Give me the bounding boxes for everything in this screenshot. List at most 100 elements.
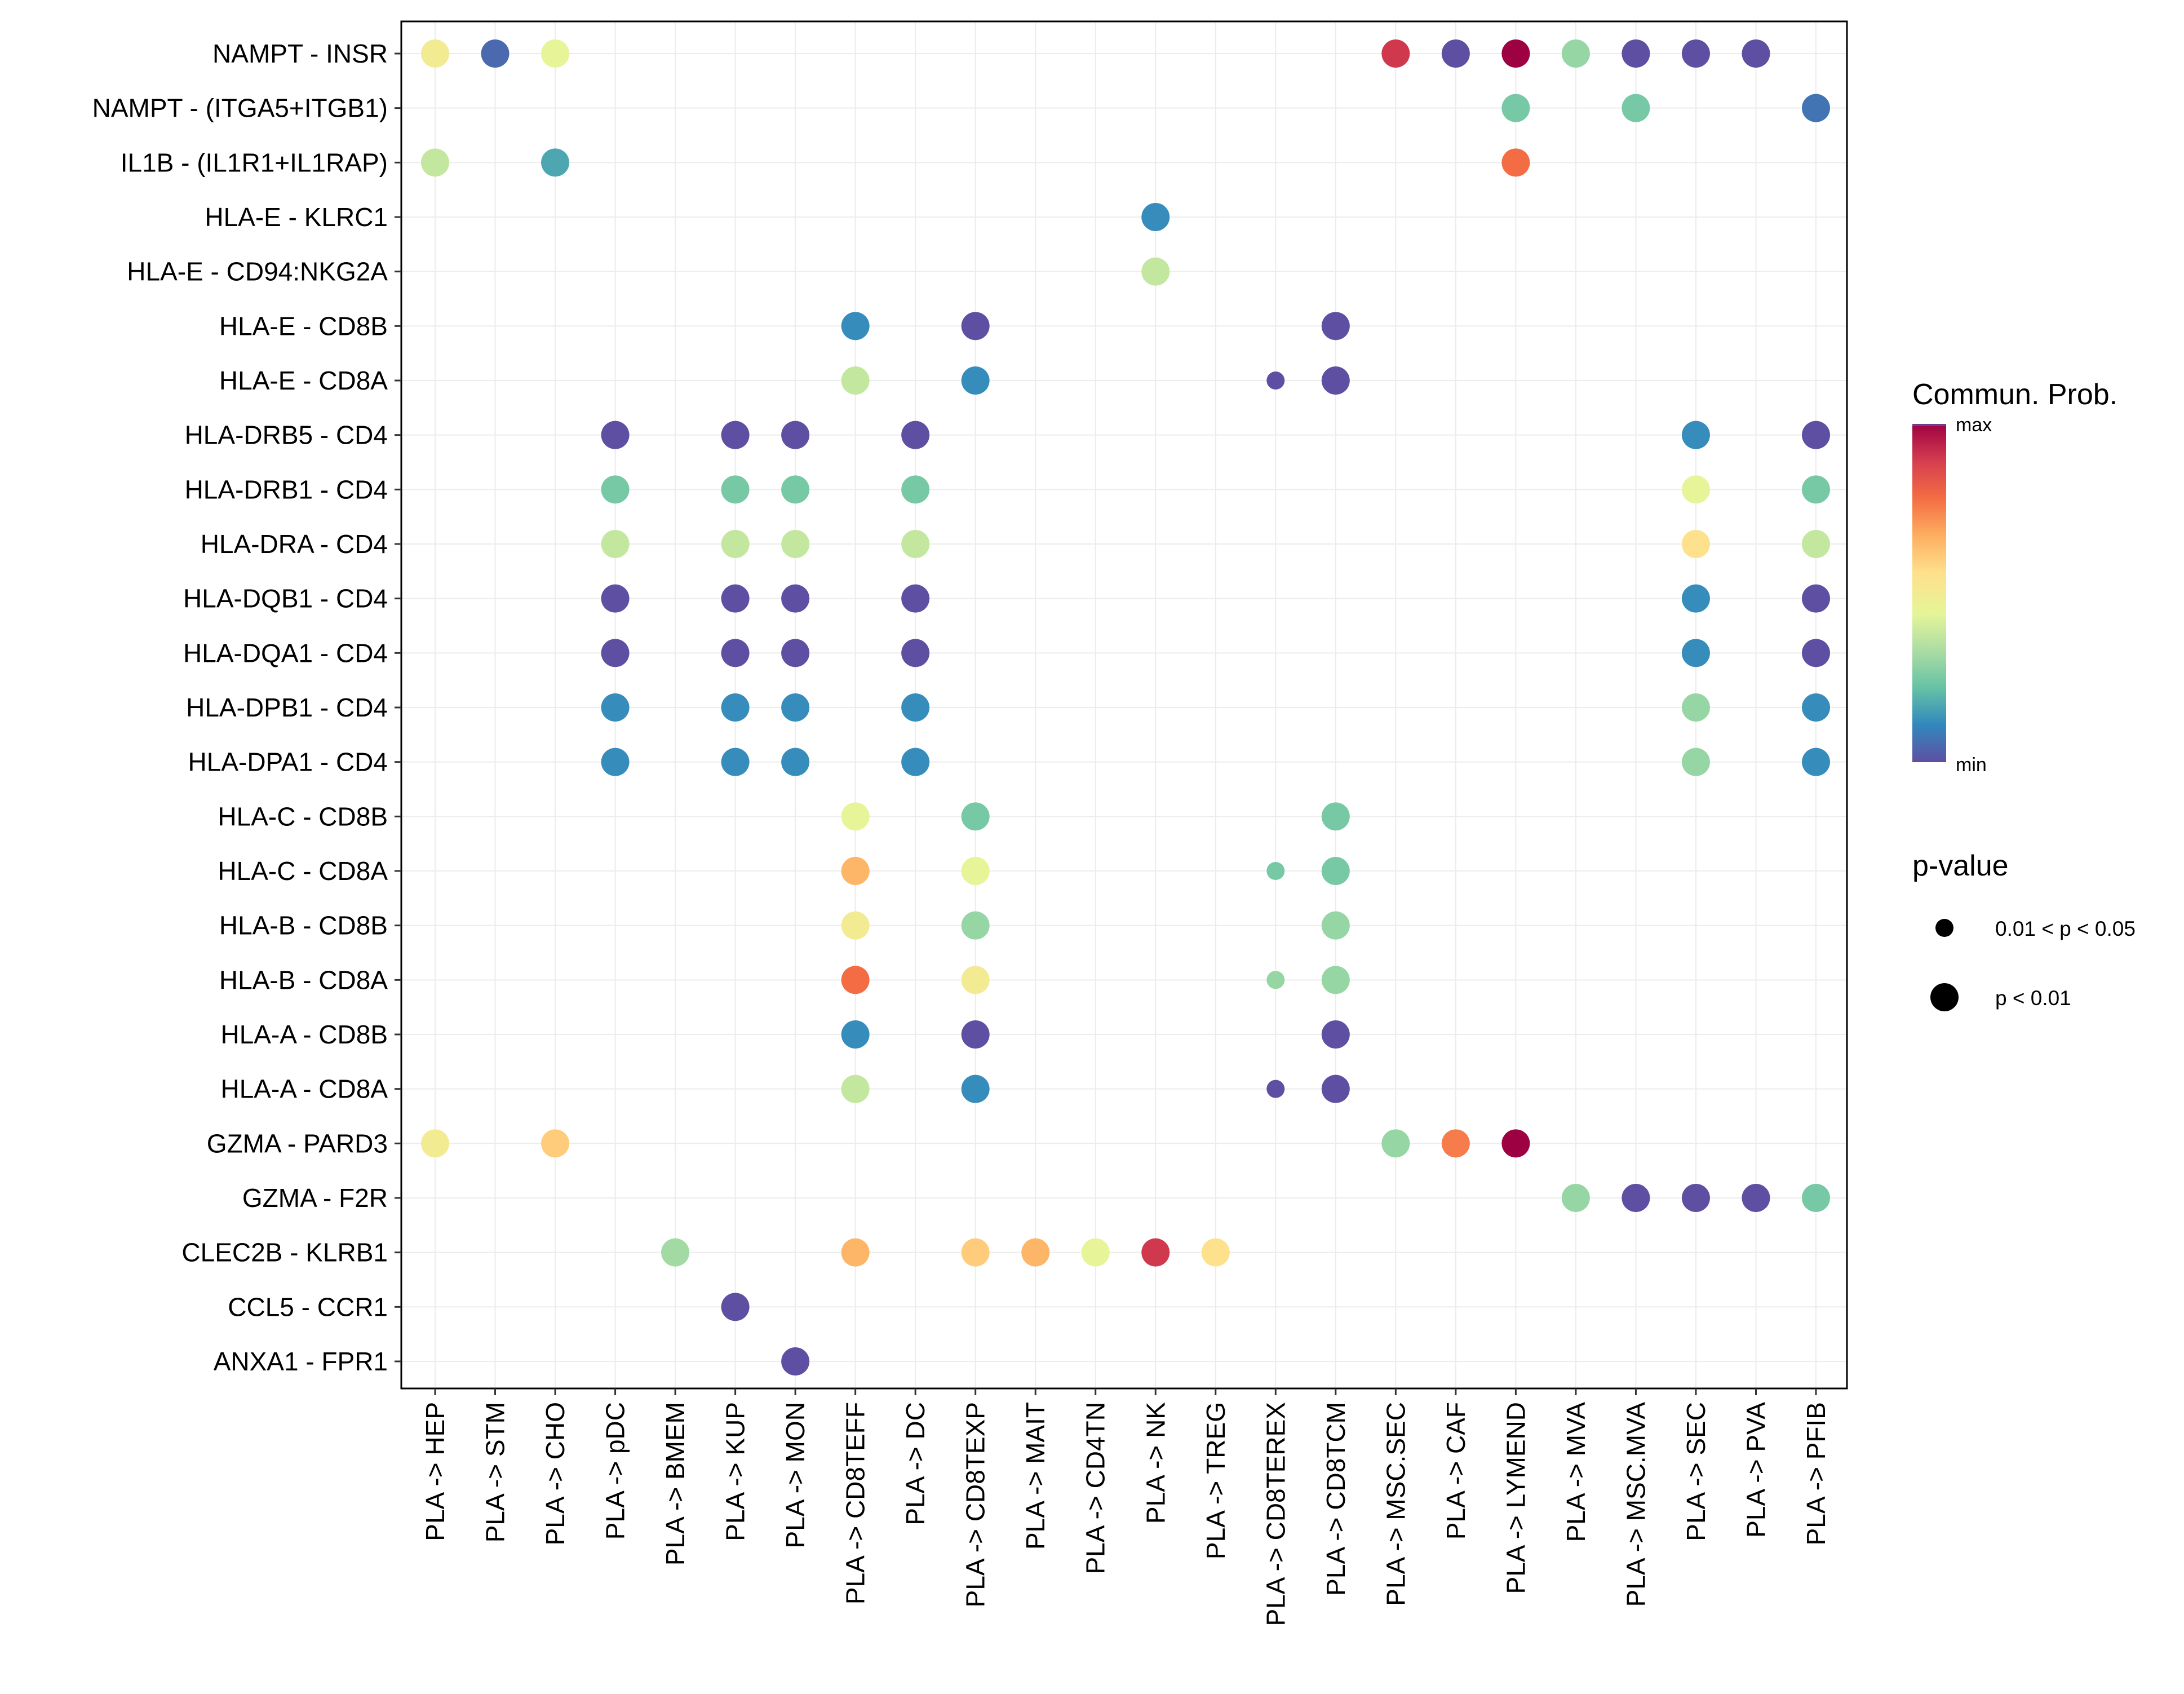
data-point [541, 39, 570, 68]
data-point [901, 584, 930, 613]
color-max-label: max [1956, 414, 1992, 436]
data-point [1681, 693, 1710, 722]
data-point [961, 966, 990, 994]
x-tick-label: PLA -> CD8TEREX [1261, 1402, 1290, 1626]
data-point [901, 639, 930, 667]
y-tick-label: HLA-DRB1 - CD4 [185, 475, 388, 504]
x-tick-label: PLA -> TREG [1201, 1402, 1230, 1559]
data-point [781, 1347, 810, 1375]
data-point [1802, 530, 1830, 558]
data-point [1742, 39, 1770, 68]
data-point [1441, 1129, 1470, 1158]
data-point [1561, 39, 1590, 68]
data-point [601, 475, 630, 504]
data-point [601, 748, 630, 776]
data-point [841, 966, 870, 994]
data-point [841, 802, 870, 831]
y-tick-label: HLA-C - CD8A [218, 856, 388, 886]
data-point [1381, 1129, 1410, 1158]
y-tick-label: GZMA - F2R [242, 1183, 388, 1213]
y-tick-label: HLA-E - CD94:NKG2A [127, 257, 388, 286]
y-tick-label: HLA-E - CD8A [219, 366, 388, 395]
data-point [841, 857, 870, 885]
y-tick-label: GZMA - PARD3 [207, 1129, 388, 1158]
data-point [1802, 421, 1830, 449]
data-point [901, 530, 930, 558]
x-tick-label: PLA -> SEC [1681, 1402, 1711, 1541]
data-point [721, 639, 750, 667]
data-point [601, 421, 630, 449]
data-point [601, 584, 630, 613]
size-legend: p-value 0.01 < p < 0.05 p < 0.01 [1912, 850, 2136, 1011]
data-point [1681, 748, 1710, 776]
y-tick-label: HLA-DQA1 - CD4 [183, 638, 388, 667]
data-point [721, 748, 750, 776]
data-point [1742, 1184, 1770, 1212]
x-tick-label: PLA -> KUP [721, 1402, 750, 1541]
data-point [1622, 39, 1650, 68]
x-tick-label: PLA -> BMEM [661, 1402, 690, 1565]
data-point [1802, 693, 1830, 722]
x-tick-label: PLA -> LYMEND [1501, 1402, 1530, 1594]
data-point [1681, 639, 1710, 667]
data-point [781, 421, 810, 449]
data-point [1681, 530, 1710, 558]
data-point [841, 1020, 870, 1049]
y-tick-label: HLA-A - CD8B [220, 1020, 388, 1049]
data-point [781, 584, 810, 613]
data-point [1681, 421, 1710, 449]
size-legend-title: p-value [1912, 850, 2009, 882]
data-point [1802, 748, 1830, 776]
data-point [601, 639, 630, 667]
data-point [1321, 312, 1350, 340]
x-tick-label: PLA -> CD8TCM [1321, 1402, 1350, 1596]
y-tick-label: IL1B - (IL1R1+IL1RAP) [121, 148, 388, 177]
data-point [601, 693, 630, 722]
data-point [1141, 1238, 1170, 1267]
data-point [721, 1293, 750, 1321]
data-point [421, 39, 449, 68]
data-point [1321, 911, 1350, 940]
data-point [841, 312, 870, 340]
data-point [1321, 1020, 1350, 1049]
data-point [781, 475, 810, 504]
x-tick-label: PLA -> NK [1141, 1402, 1170, 1524]
size-legend-small-dot [1935, 919, 1953, 937]
y-tick-label: HLA-DRB5 - CD4 [185, 421, 388, 450]
plot-frame [400, 20, 1848, 1390]
data-point [1381, 39, 1410, 68]
data-point [781, 639, 810, 667]
data-point [1141, 203, 1170, 231]
data-point [1681, 475, 1710, 504]
data-point [1501, 1129, 1530, 1158]
x-tick-label: PLA -> CHO [541, 1402, 570, 1545]
data-point [1266, 862, 1285, 880]
x-tick-label: PLA -> PVA [1741, 1402, 1770, 1538]
y-tick-label: HLA-B - CD8A [219, 965, 388, 994]
color-bar [1912, 424, 1946, 762]
x-tick-label: PLA -> CAF [1441, 1402, 1470, 1540]
x-tick-label: PLA -> PFIB [1801, 1402, 1831, 1545]
data-point [961, 802, 990, 831]
data-point [1141, 257, 1170, 286]
data-point [1681, 1184, 1710, 1212]
data-point [1321, 966, 1350, 994]
x-tick-label: PLA -> CD8TEFF [841, 1402, 870, 1604]
data-point [781, 693, 810, 722]
y-tick-label: CLEC2B - KLRB1 [181, 1238, 388, 1267]
x-tick-label: PLA -> DC [901, 1402, 930, 1525]
data-point [901, 693, 930, 722]
y-axis-labels: NAMPT - INSR NAMPT - (ITGA5+ITGB1) IL1B - … [92, 39, 401, 1376]
data-point [1561, 1184, 1590, 1212]
y-tick-label: HLA-B - CD8B [219, 911, 388, 940]
data-point [1622, 1184, 1650, 1212]
data-point [721, 421, 750, 449]
data-point [721, 530, 750, 558]
data-point [421, 148, 449, 177]
y-tick-label: HLA-DQB1 - CD4 [183, 584, 388, 613]
data-point [1802, 1184, 1830, 1212]
size-legend-large-dot [1930, 983, 1959, 1011]
data-point [901, 475, 930, 504]
